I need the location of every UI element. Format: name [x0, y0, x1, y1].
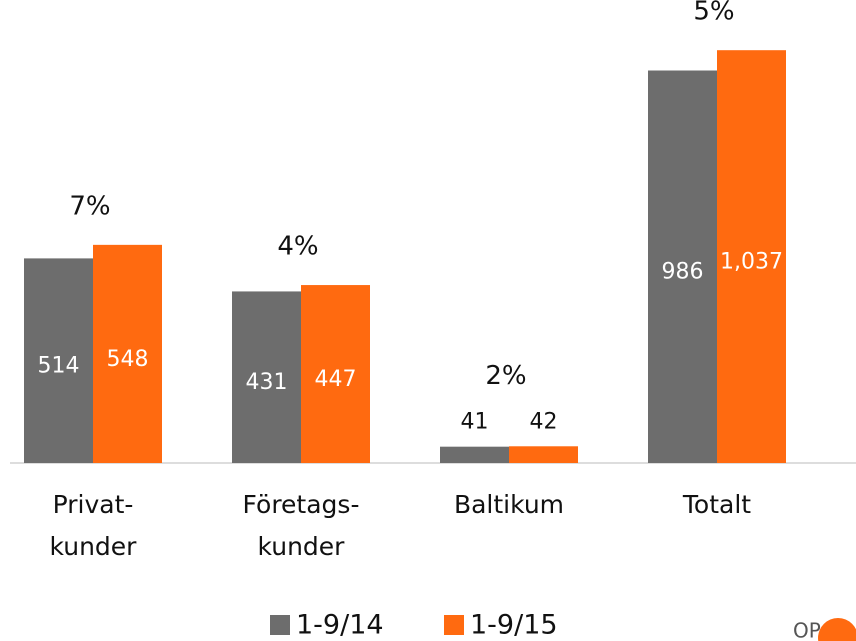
legend-swatch — [270, 615, 290, 635]
bar — [232, 291, 301, 463]
x-tick-label: Baltikum — [454, 490, 564, 519]
value-label: 447 — [315, 367, 357, 392]
value-label: 1,037 — [720, 250, 783, 275]
bar — [24, 258, 93, 463]
value-label: 431 — [246, 370, 288, 395]
legend-label: 1-9/14 — [296, 610, 384, 641]
logo-text: OP — [793, 619, 821, 641]
x-tick-label: Företags- — [243, 490, 360, 519]
value-label: 514 — [38, 354, 80, 379]
annotation: 5% — [693, 0, 734, 27]
value-label: 548 — [107, 347, 149, 372]
value-label: 42 — [530, 409, 558, 434]
legend-label: 1-9/15 — [470, 610, 558, 641]
value-label: 41 — [461, 410, 489, 435]
legend-swatch — [444, 615, 464, 635]
annotation: 2% — [485, 361, 526, 391]
x-tick-label: kunder — [258, 532, 346, 561]
x-tick-label: Totalt — [682, 490, 751, 519]
bar — [440, 446, 509, 463]
bar — [93, 244, 162, 463]
bar — [509, 446, 578, 463]
logo-circle — [818, 618, 856, 641]
bar — [717, 50, 786, 464]
x-tick-label: Privat- — [53, 490, 134, 519]
value-label: 986 — [662, 260, 704, 285]
x-tick-label: kunder — [50, 532, 138, 561]
bar — [301, 285, 370, 463]
annotation: 4% — [277, 232, 318, 262]
annotation: 7% — [69, 191, 110, 221]
bar — [648, 70, 717, 463]
